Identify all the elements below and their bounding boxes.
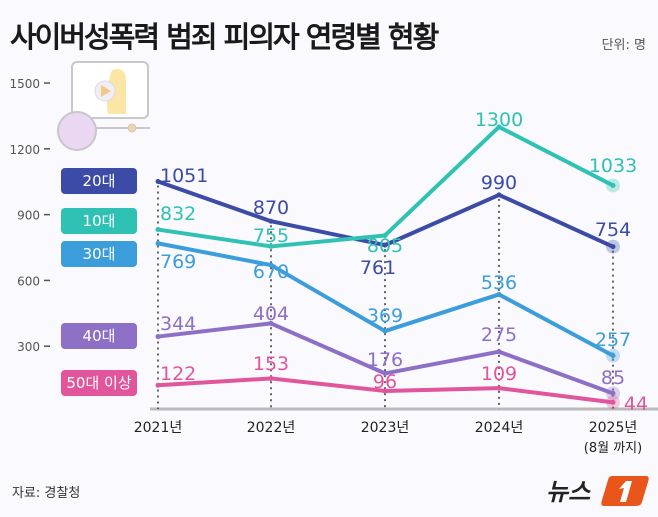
unit-label: 단위: 명 — [601, 38, 646, 53]
y-tick-label: 1500 — [9, 77, 40, 91]
x-tick-label: 2021년 — [134, 420, 183, 436]
play-triangle-icon — [101, 85, 111, 97]
data-point — [496, 192, 502, 198]
x-tick-note: (8월 까지) — [584, 441, 642, 456]
data-point — [382, 370, 388, 376]
y-tick-label: 900 — [17, 209, 40, 223]
data-point — [382, 328, 388, 334]
svg-text:뉴스: 뉴스 — [546, 478, 591, 506]
data-point — [268, 320, 274, 326]
data-label: 122 — [160, 363, 196, 385]
data-label: 404 — [253, 303, 289, 325]
data-point — [268, 262, 274, 268]
icon-knob — [127, 123, 137, 133]
data-label: 176 — [367, 349, 403, 371]
data-point — [155, 179, 161, 185]
y-tick-label: 1200 — [9, 143, 40, 157]
x-tick-label: 2023년 — [361, 420, 410, 436]
data-point — [496, 124, 502, 130]
x-tick-label: 2022년 — [247, 420, 296, 436]
legend-50s-plus: 50대 이상 — [61, 370, 137, 396]
data-point — [496, 291, 502, 297]
data-label: 153 — [253, 353, 289, 375]
data-label: 670 — [253, 261, 289, 283]
data-point — [610, 390, 616, 396]
data-label: 870 — [253, 197, 289, 219]
person-silhouette-icon — [106, 69, 126, 114]
data-label: 536 — [481, 272, 517, 294]
data-point — [382, 388, 388, 394]
legend-20s: 20대 — [61, 168, 137, 194]
data-label: 805 — [367, 235, 403, 257]
legend-40s: 40대 — [61, 323, 137, 349]
news1-logo: 뉴스 — [546, 476, 649, 506]
legend-10s: 10대 — [61, 208, 137, 234]
data-label: 832 — [160, 203, 196, 225]
data-label: 109 — [481, 363, 517, 385]
data-label: 754 — [595, 219, 631, 241]
data-label: 1033 — [589, 155, 637, 177]
data-label: 769 — [160, 251, 196, 273]
data-point — [610, 244, 616, 250]
data-point — [610, 353, 616, 359]
data-label: 990 — [481, 172, 517, 194]
data-label: 1300 — [475, 109, 523, 131]
data-point — [268, 218, 274, 224]
data-label: 755 — [253, 225, 289, 247]
data-label: 96 — [373, 371, 397, 393]
data-point — [268, 243, 274, 249]
data-point — [610, 399, 616, 405]
data-point — [610, 182, 616, 188]
source-note: 자료: 경찰청 — [12, 486, 81, 501]
series-line — [157, 124, 614, 249]
legend-30s: 30대 — [61, 241, 137, 267]
data-point — [155, 227, 161, 233]
data-point — [155, 382, 161, 388]
data-point — [382, 242, 388, 248]
data-point — [382, 232, 388, 238]
data-label: 369 — [367, 305, 403, 327]
data-label: 44 — [624, 393, 648, 415]
data-label: 85 — [601, 367, 625, 389]
y-tick-label: 600 — [17, 274, 40, 288]
share-icon — [57, 111, 97, 151]
x-tick-label: 2024년 — [475, 420, 524, 436]
data-point — [496, 385, 502, 391]
data-point — [155, 240, 161, 246]
chart-title: 사이버성폭력 범죄 피의자 연령별 현황 — [10, 20, 439, 54]
data-label: 275 — [481, 324, 517, 346]
data-label: 1051 — [160, 165, 208, 187]
x-tick-label: 2025년 — [589, 420, 638, 436]
data-label: 761 — [360, 257, 396, 279]
data-label: 344 — [160, 313, 196, 335]
data-point — [268, 375, 274, 381]
data-point — [496, 349, 502, 355]
y-tick-label: 300 — [17, 340, 40, 354]
data-point — [155, 334, 161, 340]
data-label: 257 — [595, 329, 631, 351]
